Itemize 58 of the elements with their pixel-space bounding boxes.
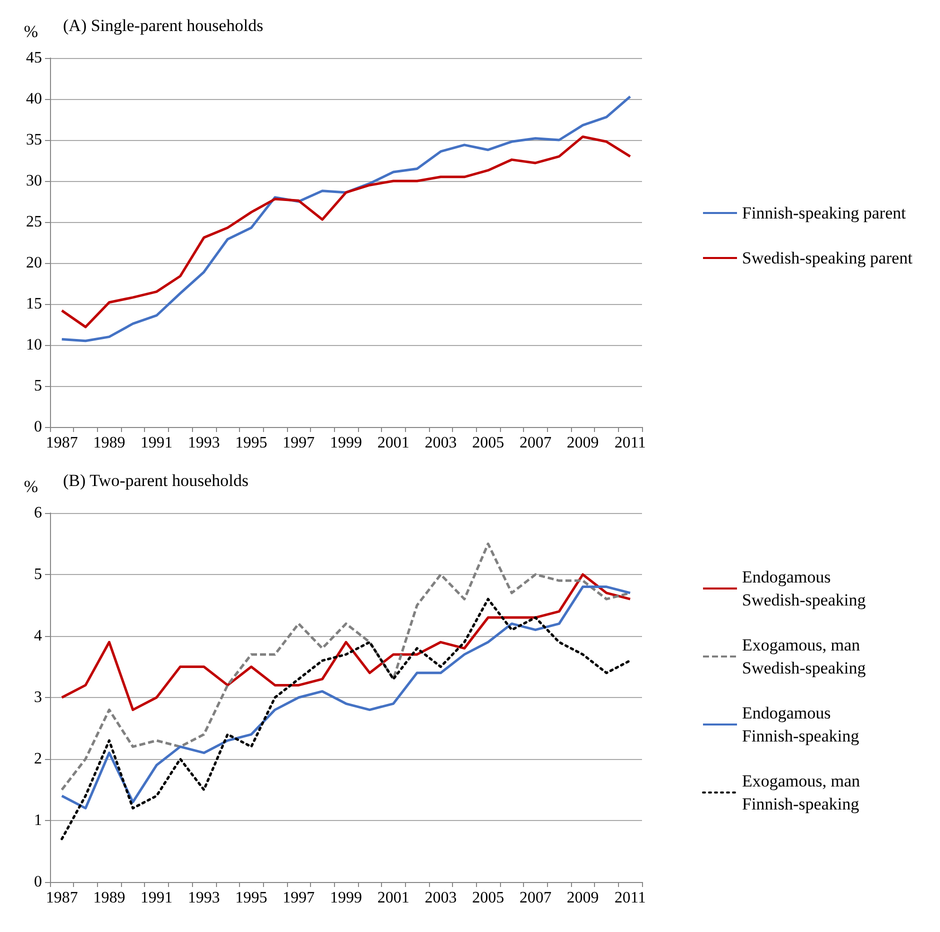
y-tick-label: 3: [34, 689, 42, 706]
legend-label: Exogamous, man Finnish-speaking: [742, 772, 864, 814]
legend-label: Exogamous, man Swedish-speaking: [742, 636, 866, 678]
x-tick-label: 2005: [472, 434, 504, 452]
x-tick-label: 1991: [140, 434, 173, 452]
line-series: [60, 95, 632, 342]
legend-label: Swedish-speaking parent: [742, 248, 913, 268]
legend-label: Endogamous Finnish-speaking: [742, 704, 860, 746]
y-tick-label: 6: [34, 504, 42, 522]
x-tick-label: 1989: [93, 890, 126, 906]
y-tick-label: 2: [34, 750, 42, 768]
x-tick-label: 2011: [614, 434, 646, 452]
x-tick-label: 1993: [188, 434, 220, 452]
x-tick-label: 2009: [566, 434, 599, 452]
x-tick-label: 2003: [424, 434, 457, 452]
x-tick-label: 1987: [46, 434, 78, 452]
x-tick-label: 1999: [330, 434, 362, 452]
x-tick-label: 1997: [282, 434, 315, 452]
x-tick-label: 2011: [614, 890, 646, 906]
y-tick-label: 1: [34, 812, 42, 829]
y-tick-label: 15: [26, 296, 42, 312]
y-axis-title: %: [24, 22, 38, 41]
legend-label: Finnish-speaking parent: [742, 204, 906, 222]
chart-title: (A) Single-parent households: [63, 16, 264, 35]
y-tick-label: 5: [34, 378, 42, 394]
y-tick-label: 0: [34, 418, 42, 436]
y-tick-label: 35: [26, 132, 42, 148]
x-tick-label: 2001: [377, 434, 410, 452]
x-tick-label: 1991: [140, 890, 173, 906]
x-tick-label: 1989: [93, 434, 126, 452]
y-tick-label: 20: [26, 254, 42, 272]
line-series: [60, 573, 632, 712]
x-tick-label: 2009: [566, 890, 599, 906]
y-axis-title: %: [24, 477, 38, 496]
line-series: [60, 586, 632, 810]
x-tick-label: 2001: [377, 890, 410, 906]
line-series: [60, 135, 632, 328]
x-tick-label: 2007: [519, 890, 552, 906]
y-tick-label: 10: [26, 336, 42, 354]
chart-title: (B) Two-parent households: [63, 471, 248, 490]
x-tick-label: 1999: [330, 890, 362, 906]
x-tick-label: 1993: [188, 890, 220, 906]
line-series: [60, 598, 632, 840]
x-tick-label: 2007: [519, 434, 552, 452]
legend-label: Endogamous Swedish-speaking: [742, 568, 866, 610]
y-tick-label: 4: [34, 628, 42, 644]
y-tick-label: 40: [26, 90, 42, 108]
y-tick-label: 30: [26, 172, 42, 190]
y-tick-label: 5: [34, 566, 42, 583]
y-tick-label: 25: [26, 214, 42, 230]
x-tick-label: 1995: [235, 434, 268, 452]
y-tick-label: 0: [34, 874, 42, 890]
x-tick-label: 2003: [424, 890, 457, 906]
y-tick-label: 45: [26, 50, 42, 66]
x-tick-label: 1995: [235, 890, 268, 906]
x-tick-label: 2005: [472, 890, 504, 906]
x-tick-label: 1997: [282, 890, 315, 906]
x-tick-label: 1987: [46, 890, 78, 906]
